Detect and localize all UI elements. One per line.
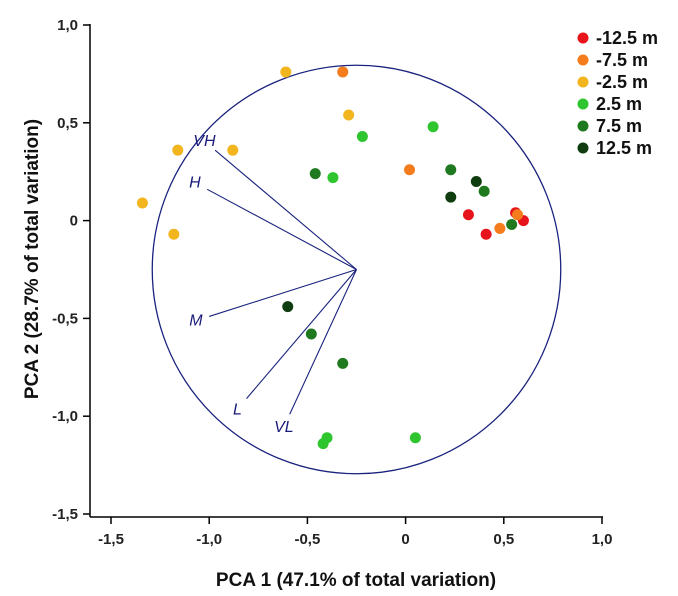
legend-label: -2.5 m [596,72,648,92]
y-tick-label: -0,5 [52,310,78,327]
data-point [478,185,490,197]
x-tick-label: -0,5 [294,531,320,548]
y-tick-label: 0 [70,213,78,230]
y-tick-label: -1,5 [52,506,78,523]
loading-vector-label: VH [193,133,216,150]
data-point [404,164,416,176]
data-point [409,432,421,444]
legend: -12.5 m-7.5 m-2.5 m2.5 m7.5 m12.5 m [577,28,658,158]
legend-label: -7.5 m [596,50,648,70]
legend-label: -12.5 m [596,28,658,48]
loading-vector-label: M [189,313,203,330]
data-point [282,301,294,313]
legend-marker [577,98,589,110]
x-axis-title: PCA 1 (47.1% of total variation) [216,570,496,591]
legend-label: 12.5 m [596,138,652,158]
legend-label: 2.5 m [596,94,642,114]
x-tick-label: -1,5 [98,531,124,548]
x-tick-label: 1,0 [592,531,613,548]
data-point [337,66,349,78]
data-point [309,168,321,180]
loading-vector-label: L [233,401,242,418]
x-tick-label: 0 [401,531,409,548]
data-points [136,66,529,450]
loading-vector-l [246,269,357,399]
legend-marker [577,54,589,66]
data-point [136,197,148,209]
data-point [337,357,349,369]
data-point [168,228,180,240]
data-point [494,222,506,234]
loading-vector-vl [289,269,357,415]
loading-vector-m [209,268,357,317]
data-point [427,121,439,133]
legend-marker [577,142,589,154]
y-ticks: -1,5 -1,0 -0,5 0 0,5 1,0 [52,17,90,523]
data-point [280,66,292,78]
legend-marker [577,32,589,44]
data-point [172,144,184,156]
loading-vector-label: VL [274,419,294,436]
legend-label: 7.5 m [596,116,642,136]
data-point [506,219,518,231]
data-point [327,172,339,184]
data-point [227,144,239,156]
y-axis-title: PCA 2 (28.7% of total variation) [22,119,43,399]
loading-vector-vh [214,149,357,270]
axes [89,24,603,518]
data-point [343,109,355,121]
data-point [462,209,474,221]
data-point [512,209,524,221]
data-point [305,328,317,340]
correlation-circle [151,64,562,475]
legend-marker [577,120,589,132]
data-point [445,164,457,176]
loading-vector-h [206,188,357,270]
data-point [480,228,492,240]
data-point [445,191,457,203]
data-point [317,438,329,450]
loading-vectors: VH H M L VL [189,133,357,436]
y-tick-label: 0,5 [57,115,78,132]
legend-marker [577,76,589,88]
data-point [356,130,368,142]
data-point [470,175,482,187]
loading-vector-label: H [189,175,201,192]
x-tick-label: -1,0 [196,531,222,548]
y-tick-label: 1,0 [57,17,78,34]
y-tick-label: -1,0 [52,408,78,425]
x-tick-label: 0,5 [493,531,514,548]
x-ticks: -1,5 -1,0 -0,5 0 0,5 1,0 [98,517,612,548]
